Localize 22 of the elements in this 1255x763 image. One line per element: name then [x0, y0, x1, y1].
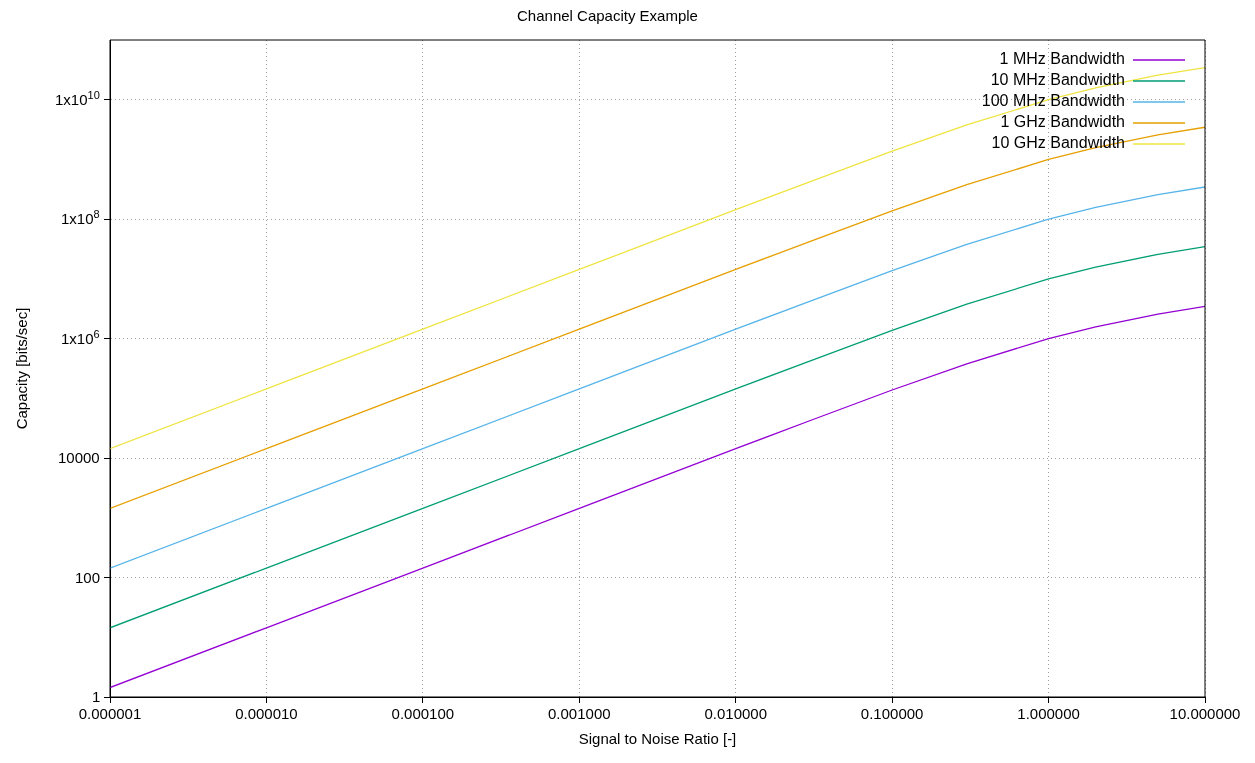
- legend-label: 10 MHz Bandwidth: [990, 71, 1125, 89]
- y-axis-title: Capacity [bits/sec]: [13, 307, 31, 430]
- y-tick-label: 1: [92, 688, 101, 706]
- x-tick-label: 0.010000: [704, 705, 767, 723]
- x-tick-label: 0.100000: [860, 705, 924, 723]
- legend-label: 10 GHz Bandwidth: [991, 134, 1125, 152]
- x-tick-label: 10.000000: [1169, 705, 1241, 723]
- y-tick-label: 10000: [58, 449, 100, 468]
- legend-label: 100 MHz Bandwidth: [981, 92, 1125, 110]
- x-tick-label: 0.000010: [235, 705, 298, 723]
- x-tick-label: 0.000100: [391, 705, 455, 723]
- chart-title: Channel Capacity Example: [517, 7, 698, 25]
- y-tick-label: 1x10$^{8}$: [61, 208, 100, 229]
- x-tick-label: 0.000001: [78, 705, 142, 723]
- legend-label: 1 GHz Bandwidth: [1000, 113, 1125, 131]
- y-tick-label: 1x10$^{6}$: [61, 327, 100, 348]
- x-tick-label: 0.001000: [548, 705, 611, 723]
- y-tick-label: 1x10$^{10}$: [55, 88, 100, 109]
- y-tick-label: 100: [75, 568, 101, 587]
- x-axis-title: Signal to Noise Ratio [-]: [578, 730, 737, 748]
- x-tick-label: 1.000000: [1017, 705, 1080, 723]
- legend-label: 1 MHz Bandwidth: [999, 50, 1125, 68]
